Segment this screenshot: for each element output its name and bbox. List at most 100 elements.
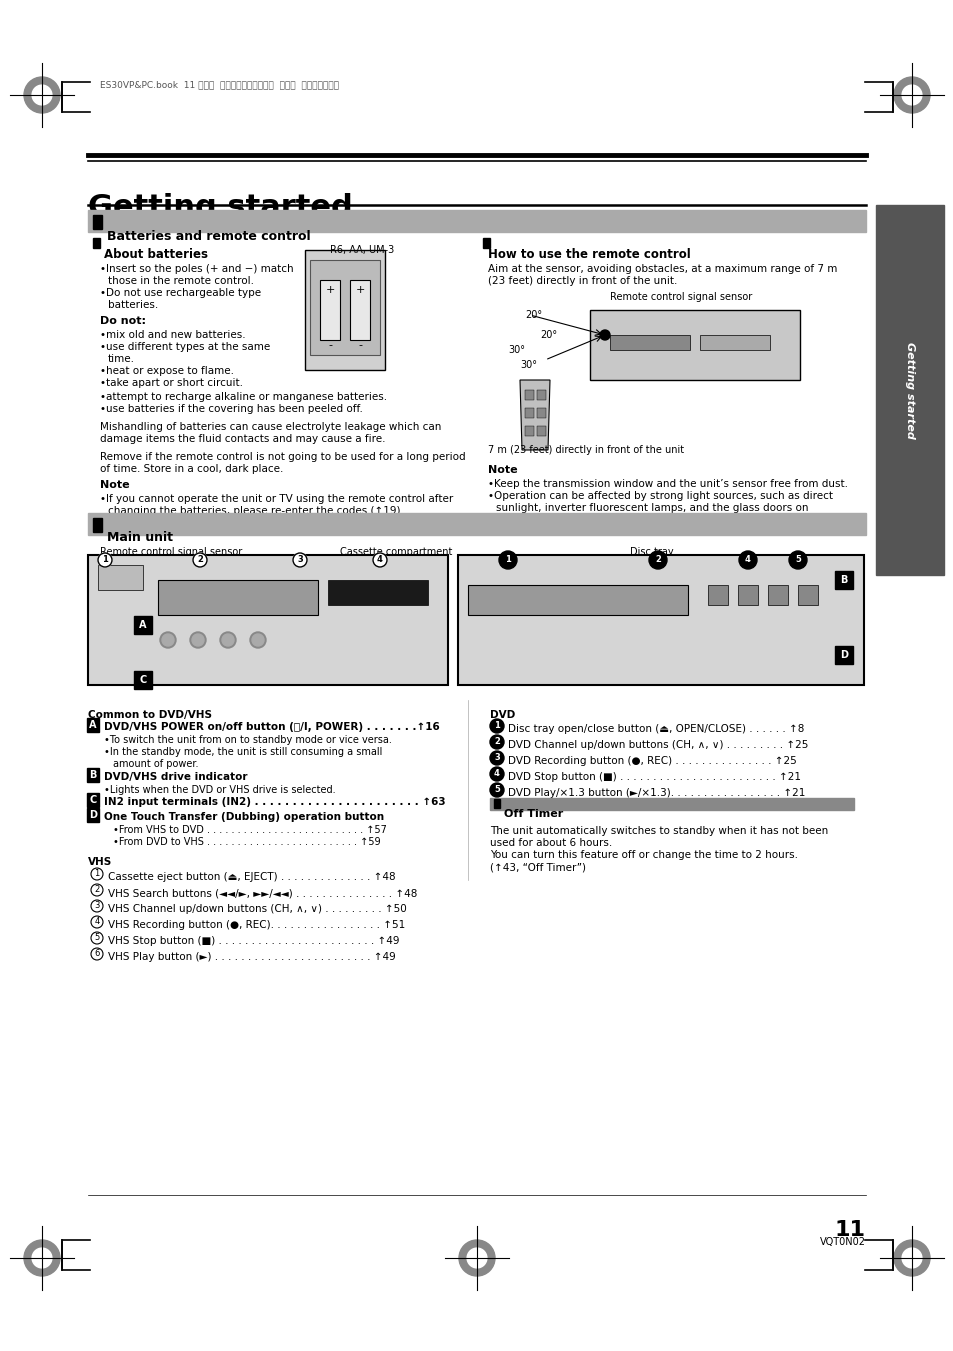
Circle shape bbox=[788, 551, 806, 569]
Circle shape bbox=[24, 77, 60, 113]
Bar bbox=[92, 238, 100, 249]
Text: POWER: POWER bbox=[100, 570, 126, 576]
Text: 2: 2 bbox=[494, 738, 499, 747]
Text: -: - bbox=[357, 340, 361, 350]
Circle shape bbox=[193, 553, 207, 567]
Bar bbox=[524, 426, 534, 436]
Text: Note: Note bbox=[488, 465, 517, 476]
Text: IN2 input terminals (IN2) . . . . . . . . . . . . . . . . . . . . . . ↑63: IN2 input terminals (IN2) . . . . . . . … bbox=[104, 797, 445, 807]
Circle shape bbox=[893, 1240, 929, 1275]
Text: •mix old and new batteries.: •mix old and new batteries. bbox=[100, 330, 245, 340]
Text: 6: 6 bbox=[94, 950, 99, 958]
Circle shape bbox=[739, 551, 757, 569]
Circle shape bbox=[893, 77, 929, 113]
Text: •Do not use rechargeable type: •Do not use rechargeable type bbox=[100, 288, 261, 299]
Circle shape bbox=[648, 551, 666, 569]
Circle shape bbox=[467, 1248, 486, 1267]
Circle shape bbox=[490, 735, 503, 748]
Text: Do not:: Do not: bbox=[100, 316, 146, 326]
Bar bbox=[98, 565, 143, 590]
Bar bbox=[133, 671, 152, 689]
Bar bbox=[589, 309, 800, 380]
Polygon shape bbox=[305, 250, 385, 370]
Circle shape bbox=[32, 85, 51, 105]
Bar bbox=[88, 513, 865, 535]
Text: DVD Stop button (■) . . . . . . . . . . . . . . . . . . . . . . . . ↑21: DVD Stop button (■) . . . . . . . . . . … bbox=[507, 771, 801, 782]
Bar bbox=[482, 238, 490, 249]
Text: B: B bbox=[840, 576, 847, 585]
Text: 5: 5 bbox=[494, 785, 499, 794]
Circle shape bbox=[91, 867, 103, 880]
Text: A: A bbox=[90, 720, 96, 730]
Text: 1: 1 bbox=[94, 870, 99, 878]
Bar bbox=[92, 517, 102, 532]
Circle shape bbox=[160, 632, 175, 648]
Text: -: - bbox=[328, 340, 332, 350]
Text: •In the standby mode, the unit is still consuming a small: •In the standby mode, the unit is still … bbox=[104, 747, 382, 757]
Bar bbox=[524, 408, 534, 417]
Circle shape bbox=[373, 553, 387, 567]
Bar bbox=[797, 585, 817, 605]
Bar bbox=[133, 616, 152, 634]
Circle shape bbox=[91, 916, 103, 928]
Circle shape bbox=[490, 719, 503, 734]
Text: Common to DVD/VHS: Common to DVD/VHS bbox=[88, 711, 212, 720]
Text: Remote control signal sensor: Remote control signal sensor bbox=[100, 547, 242, 557]
Text: •To switch the unit from on to standby mode or vice versa.: •To switch the unit from on to standby m… bbox=[104, 735, 392, 744]
Text: •From DVD to VHS . . . . . . . . . . . . . . . . . . . . . . . . . ↑59: •From DVD to VHS . . . . . . . . . . . .… bbox=[112, 838, 380, 847]
Text: 2: 2 bbox=[94, 885, 99, 894]
Text: 7 m (23 feet) directly in front of the unit: 7 m (23 feet) directly in front of the u… bbox=[488, 444, 683, 455]
Text: Mishandling of batteries can cause electrolyte leakage which can: Mishandling of batteries can cause elect… bbox=[100, 422, 441, 432]
Text: D: D bbox=[840, 650, 847, 661]
Text: sunlight, inverter fluorescent lamps, and the glass doors on: sunlight, inverter fluorescent lamps, an… bbox=[496, 503, 807, 513]
Bar bbox=[875, 205, 943, 576]
Circle shape bbox=[220, 632, 235, 648]
Text: •If you cannot operate the unit or TV using the remote control after: •If you cannot operate the unit or TV us… bbox=[100, 494, 453, 504]
Bar bbox=[738, 585, 758, 605]
Text: •use different types at the same: •use different types at the same bbox=[100, 342, 270, 353]
Bar bbox=[88, 555, 448, 685]
Circle shape bbox=[599, 330, 609, 340]
Bar bbox=[700, 335, 769, 350]
Text: 3: 3 bbox=[494, 754, 499, 762]
Bar bbox=[319, 280, 339, 340]
Text: DVD/VHS drive indicator: DVD/VHS drive indicator bbox=[104, 771, 247, 782]
Circle shape bbox=[190, 632, 206, 648]
Text: Remote control signal sensor: Remote control signal sensor bbox=[609, 292, 752, 303]
Text: The unit automatically switches to standby when it has not been: The unit automatically switches to stand… bbox=[490, 825, 827, 836]
Circle shape bbox=[490, 784, 503, 797]
Text: Getting started: Getting started bbox=[88, 193, 353, 222]
Text: 4: 4 bbox=[744, 555, 750, 565]
Text: •attempt to recharge alkaline or manganese batteries.: •attempt to recharge alkaline or mangane… bbox=[100, 392, 387, 403]
Bar bbox=[328, 580, 428, 605]
Polygon shape bbox=[310, 259, 379, 355]
Text: 20°: 20° bbox=[539, 330, 557, 340]
Bar bbox=[494, 798, 499, 808]
Text: The unit's display: The unit's display bbox=[341, 593, 415, 603]
Circle shape bbox=[91, 900, 103, 912]
Circle shape bbox=[98, 553, 112, 567]
Text: +: + bbox=[355, 285, 364, 295]
Text: 4: 4 bbox=[376, 555, 382, 565]
Text: VHS: VHS bbox=[88, 857, 112, 867]
Bar bbox=[92, 215, 102, 230]
Text: D: D bbox=[89, 811, 97, 820]
Text: VHS Stop button (■) . . . . . . . . . . . . . . . . . . . . . . . . ↑49: VHS Stop button (■) . . . . . . . . . . … bbox=[108, 936, 399, 946]
Text: Note: Note bbox=[100, 480, 130, 490]
Text: 20°: 20° bbox=[524, 309, 541, 320]
Text: •use batteries if the covering has been peeled off.: •use batteries if the covering has been … bbox=[100, 404, 362, 413]
Text: DVD Channel up/down buttons (CH, ∧, ∨) . . . . . . . . . ↑25: DVD Channel up/down buttons (CH, ∧, ∨) .… bbox=[507, 740, 807, 750]
Text: You can turn this feature off or change the time to 2 hours.: You can turn this feature off or change … bbox=[490, 850, 797, 861]
Text: •Lights when the DVD or VHS drive is selected.: •Lights when the DVD or VHS drive is sel… bbox=[104, 785, 335, 794]
Text: +: + bbox=[325, 285, 335, 295]
Text: VHS Play button (►) . . . . . . . . . . . . . . . . . . . . . . . . ↑49: VHS Play button (►) . . . . . . . . . . … bbox=[108, 952, 395, 962]
Text: About batteries: About batteries bbox=[104, 249, 208, 261]
Text: Cassette eject button (⏏, EJECT) . . . . . . . . . . . . . . ↑48: Cassette eject button (⏏, EJECT) . . . .… bbox=[108, 871, 395, 882]
Text: VQT0N02: VQT0N02 bbox=[820, 1238, 865, 1247]
Circle shape bbox=[91, 884, 103, 896]
Circle shape bbox=[252, 634, 264, 646]
Circle shape bbox=[490, 751, 503, 765]
Circle shape bbox=[458, 1240, 495, 1275]
Text: changing the batteries, please re-enter the codes (↑19).: changing the batteries, please re-enter … bbox=[108, 507, 403, 516]
Circle shape bbox=[91, 948, 103, 961]
